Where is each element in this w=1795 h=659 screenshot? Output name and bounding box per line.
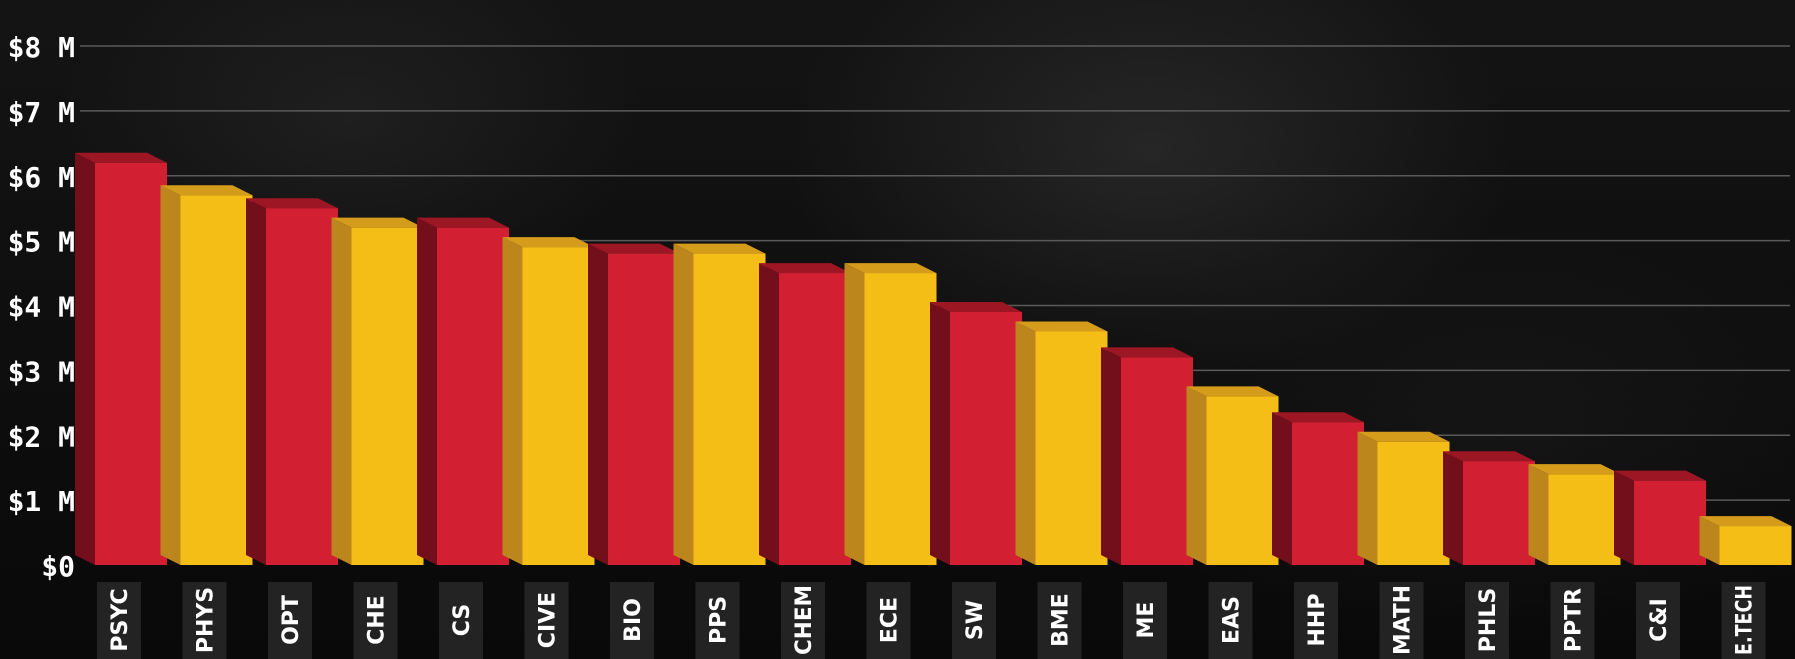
x-tick-label: SW bbox=[963, 600, 988, 640]
x-tick: OPT bbox=[268, 582, 312, 659]
x-tick-label: CIVE bbox=[536, 592, 561, 648]
x-tick: CHE bbox=[353, 582, 398, 659]
bar bbox=[1614, 470, 1706, 565]
x-tick: ECE bbox=[866, 582, 911, 659]
bar bbox=[160, 185, 253, 565]
bar bbox=[246, 198, 338, 565]
x-tick-label: MATH bbox=[1391, 585, 1416, 655]
x-tick-label: PPTR bbox=[1562, 588, 1587, 652]
x-tick: EAS bbox=[1208, 582, 1253, 659]
x-tick: PHYS bbox=[182, 582, 227, 659]
bar bbox=[1528, 464, 1621, 565]
x-tick-label: HHP bbox=[1305, 594, 1330, 647]
x-tick-label: PHLS bbox=[1476, 588, 1501, 652]
x-tick-label: ME bbox=[1134, 602, 1159, 639]
bar bbox=[930, 301, 1022, 565]
x-tick: PPTR bbox=[1550, 582, 1595, 659]
x-tick: SW bbox=[952, 582, 996, 659]
y-tick-label: $4 M bbox=[8, 291, 75, 324]
x-tick-label: PHYS bbox=[194, 587, 219, 653]
x-tick: C&I bbox=[1636, 582, 1680, 659]
bar bbox=[844, 263, 937, 565]
x-tick-label: CHE bbox=[365, 595, 390, 645]
x-tick: BME bbox=[1037, 582, 1082, 659]
bar bbox=[673, 243, 766, 565]
x-tick-label: PPS bbox=[707, 596, 732, 644]
bar bbox=[502, 237, 595, 566]
x-tick-label: CS bbox=[450, 604, 475, 636]
bar bbox=[1101, 347, 1193, 565]
y-tick-label: $5 M bbox=[8, 226, 75, 259]
y-axis-ticks: $0 $1 M $2 M $3 M $4 M $5 M $6 M $7 M $8 M bbox=[8, 31, 75, 583]
bar bbox=[1186, 386, 1279, 565]
x-tick: ME bbox=[1123, 582, 1167, 659]
y-tick-label: $1 M bbox=[8, 485, 75, 518]
x-tick: CHEM bbox=[781, 582, 825, 659]
y-tick-label: $0 bbox=[41, 550, 75, 583]
bar bbox=[759, 263, 851, 565]
x-tick: MATH bbox=[1379, 582, 1424, 659]
x-tick: E.TECH bbox=[1721, 582, 1766, 659]
x-tick: CS bbox=[439, 582, 483, 659]
x-tick-label: PSYC bbox=[108, 588, 133, 651]
x-tick: HHP bbox=[1294, 582, 1338, 659]
x-tick: PSYC bbox=[97, 582, 141, 659]
x-tick: PPS bbox=[695, 582, 740, 659]
x-tick-label: CHEM bbox=[792, 585, 817, 655]
bar bbox=[1015, 321, 1108, 565]
bar bbox=[1272, 412, 1364, 565]
bar bbox=[417, 217, 509, 565]
x-tick-label: ECE bbox=[878, 597, 903, 643]
x-axis-ticks: PSYC PHYS OPT CHE CS CIVE BIO PPS CHEM ECE SW BME ME… bbox=[97, 582, 1766, 659]
x-tick-label: C&I bbox=[1647, 598, 1672, 642]
x-tick-label: EAS bbox=[1220, 596, 1245, 644]
bars bbox=[75, 152, 1792, 566]
x-tick-label: BME bbox=[1049, 593, 1074, 647]
y-tick-label: $8 M bbox=[8, 31, 75, 64]
y-tick-label: $6 M bbox=[8, 161, 75, 194]
x-tick-label: E.TECH bbox=[1733, 585, 1758, 655]
y-tick-label: $3 M bbox=[8, 355, 75, 388]
y-tick-label: $2 M bbox=[8, 420, 75, 453]
x-tick: BIO bbox=[610, 582, 654, 659]
bar bbox=[1357, 431, 1450, 565]
x-tick-label: OPT bbox=[279, 595, 304, 645]
x-tick: PHLS bbox=[1465, 582, 1509, 659]
bar bbox=[588, 243, 680, 565]
bar bbox=[1443, 451, 1535, 565]
x-tick: CIVE bbox=[524, 582, 569, 659]
bar bbox=[75, 152, 167, 565]
bar bbox=[1699, 516, 1792, 565]
x-tick-label: BIO bbox=[621, 598, 646, 642]
y-tick-label: $7 M bbox=[8, 96, 75, 129]
bar bbox=[331, 217, 424, 565]
